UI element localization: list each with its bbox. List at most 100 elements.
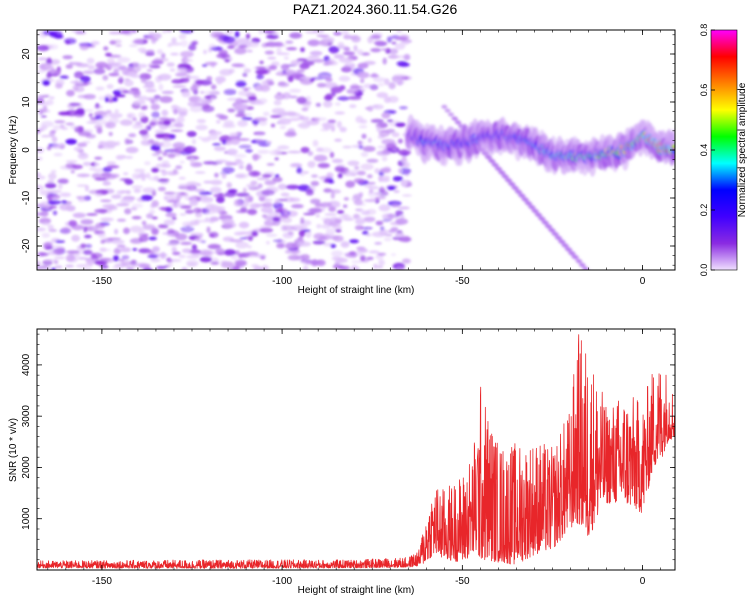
- spectrogram-noise-cell: [235, 192, 250, 197]
- spectrogram-noise-cell: [404, 54, 411, 61]
- spectrogram-noise-cell: [59, 203, 72, 211]
- spectrogram-noise-cell: [178, 111, 188, 117]
- spectrogram-noise-cell: [282, 225, 295, 231]
- spectrogram-noise-cell: [178, 33, 187, 40]
- spectrogram-noise-cell: [377, 252, 387, 256]
- spectrogram-noise-cell: [44, 63, 54, 69]
- spectrogram-noise-cell: [374, 168, 380, 174]
- spectrogram-noise-cell: [330, 125, 336, 132]
- spectrogram-noise-cell: [103, 46, 109, 51]
- spectrogram-noise-cell: [340, 241, 350, 248]
- spectrogram-noise-cell: [131, 185, 144, 189]
- spectrogram-halo-cell: [546, 224, 553, 229]
- spectrogram-noise-cell: [179, 213, 187, 216]
- spectrogram-noise-cell: [383, 237, 392, 242]
- spectrogram-noise-cell: [280, 192, 290, 197]
- spectrogram-noise-cell: [335, 229, 342, 233]
- spectrogram-noise-cell: [124, 138, 130, 145]
- spectrogram-noise-cell: [224, 191, 237, 198]
- spectrogram-noise-cell: [133, 168, 146, 173]
- spectrogram-noise-cell: [247, 245, 252, 249]
- spectrogram-noise-cell: [170, 129, 184, 132]
- spectrogram-noise-cell: [127, 113, 133, 119]
- spectrogram-noise-cell: [245, 164, 253, 172]
- spectrogram-noise-cell: [51, 245, 63, 248]
- spectrogram-noise-cell: [394, 232, 405, 238]
- spectrogram-halo-cell: [447, 112, 454, 117]
- spectrogram-noise-cell: [373, 40, 385, 45]
- spectrogram-halo-cell: [572, 255, 579, 260]
- spectrogram-noise-cell: [150, 203, 156, 209]
- spectrogram-noise-cell: [108, 131, 113, 137]
- spectrogram-noise-cell: [219, 69, 233, 76]
- spectrogram-noise-cell: [128, 133, 137, 138]
- spectrogram-noise-cell: [287, 150, 302, 154]
- spectrogram-noise-cell: [65, 163, 77, 169]
- spectrogram-ridge-cell: [672, 147, 675, 151]
- spectrogram-noise-cell: [37, 184, 45, 191]
- spectrogram-noise-cell: [258, 98, 268, 104]
- spectrogram-noise-cell: [375, 196, 386, 200]
- spectrogram-noise-cell: [131, 203, 144, 208]
- spectrogram-noise-cell: [73, 147, 83, 151]
- spectrogram-noise-cell: [348, 251, 357, 256]
- spectrogram-y-tick-label: -20: [21, 238, 32, 253]
- spectrogram-noise-cell: [208, 43, 216, 49]
- spectrogram-noise-cell: [194, 188, 206, 193]
- spectrogram-noise-cell: [274, 174, 280, 178]
- spectrogram-y-tick-label: -10: [21, 190, 32, 205]
- spectrogram-noise-cell: [147, 254, 158, 259]
- spectrogram-noise-cell: [130, 74, 140, 78]
- spectrogram-noise-cell: [37, 172, 41, 177]
- spectrogram-noise-cell: [108, 112, 123, 119]
- spectrogram-noise-cell: [210, 96, 216, 101]
- colorbar-tick-label: 0.6: [699, 84, 709, 97]
- spectrogram-noise-cell: [156, 178, 170, 183]
- spectrogram-noise-cell: [138, 63, 148, 68]
- spectrogram-noise-cell: [288, 250, 302, 255]
- spectrogram-noise-cell: [287, 75, 294, 83]
- spectrogram-noise-cell: [61, 127, 69, 130]
- snr-y-tick-label: 3000: [21, 405, 32, 428]
- spectrogram-noise-cell: [199, 249, 213, 256]
- spectrogram-noise-cell: [280, 63, 290, 71]
- spectrogram-noise-cell: [197, 136, 203, 140]
- spectrogram-noise-cell: [349, 104, 357, 109]
- spectrogram-noise-cell: [204, 61, 218, 66]
- spectrogram-noise-cell: [324, 82, 337, 85]
- spectrogram-noise-cell: [45, 259, 57, 262]
- spectrogram-noise-cell: [180, 40, 188, 47]
- spectrogram-noise-cell: [38, 108, 44, 115]
- spectrogram-noise-cell: [116, 190, 125, 195]
- spectrogram-noise-cell: [360, 78, 365, 84]
- spectrogram-noise-cell: [377, 83, 385, 87]
- spectrogram-noise-cell: [241, 87, 252, 90]
- spectrogram-noise-cell: [129, 44, 138, 47]
- spectrogram-noise-cell: [88, 189, 103, 195]
- spectrogram-noise-cell: [307, 39, 321, 47]
- spectrogram-noise-cell: [310, 180, 320, 187]
- spectrogram-noise-cell: [380, 178, 390, 182]
- spectrogram-noise-cell: [223, 222, 237, 229]
- spectrogram-noise-cell: [282, 92, 291, 100]
- spectrogram-noise-cell: [311, 174, 318, 178]
- spectrogram-noise-cell: [270, 123, 276, 128]
- spectrogram-noise-cell: [300, 47, 305, 53]
- spectrogram-noise-cell: [266, 163, 275, 166]
- spectrogram-noise-cell: [273, 239, 283, 243]
- spectrogram-noise-cell: [119, 198, 134, 204]
- spectrogram-halo-cell: [506, 178, 513, 183]
- spectrogram-noise-cell: [86, 57, 95, 64]
- spectrogram-noise-cell: [140, 139, 151, 146]
- colorbar-strip: [710, 29, 738, 271]
- spectrogram-noise-cell: [371, 73, 378, 78]
- spectrogram-noise-cell: [65, 109, 79, 117]
- spectrogram-x-axis-label: Height of straight line (km): [298, 285, 415, 296]
- spectrogram-noise-cell: [330, 86, 343, 94]
- spectrogram-noise-cell: [233, 153, 247, 158]
- spectrogram-noise-cell: [83, 109, 94, 112]
- spectrogram-noise-cell: [171, 216, 177, 221]
- spectrogram-noise-cell: [100, 217, 114, 222]
- spectrogram-noise-cell: [45, 99, 54, 106]
- spectrogram-noise-cell: [91, 173, 103, 179]
